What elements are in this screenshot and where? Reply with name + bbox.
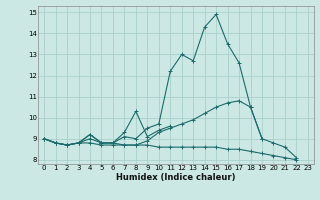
X-axis label: Humidex (Indice chaleur): Humidex (Indice chaleur)	[116, 173, 236, 182]
